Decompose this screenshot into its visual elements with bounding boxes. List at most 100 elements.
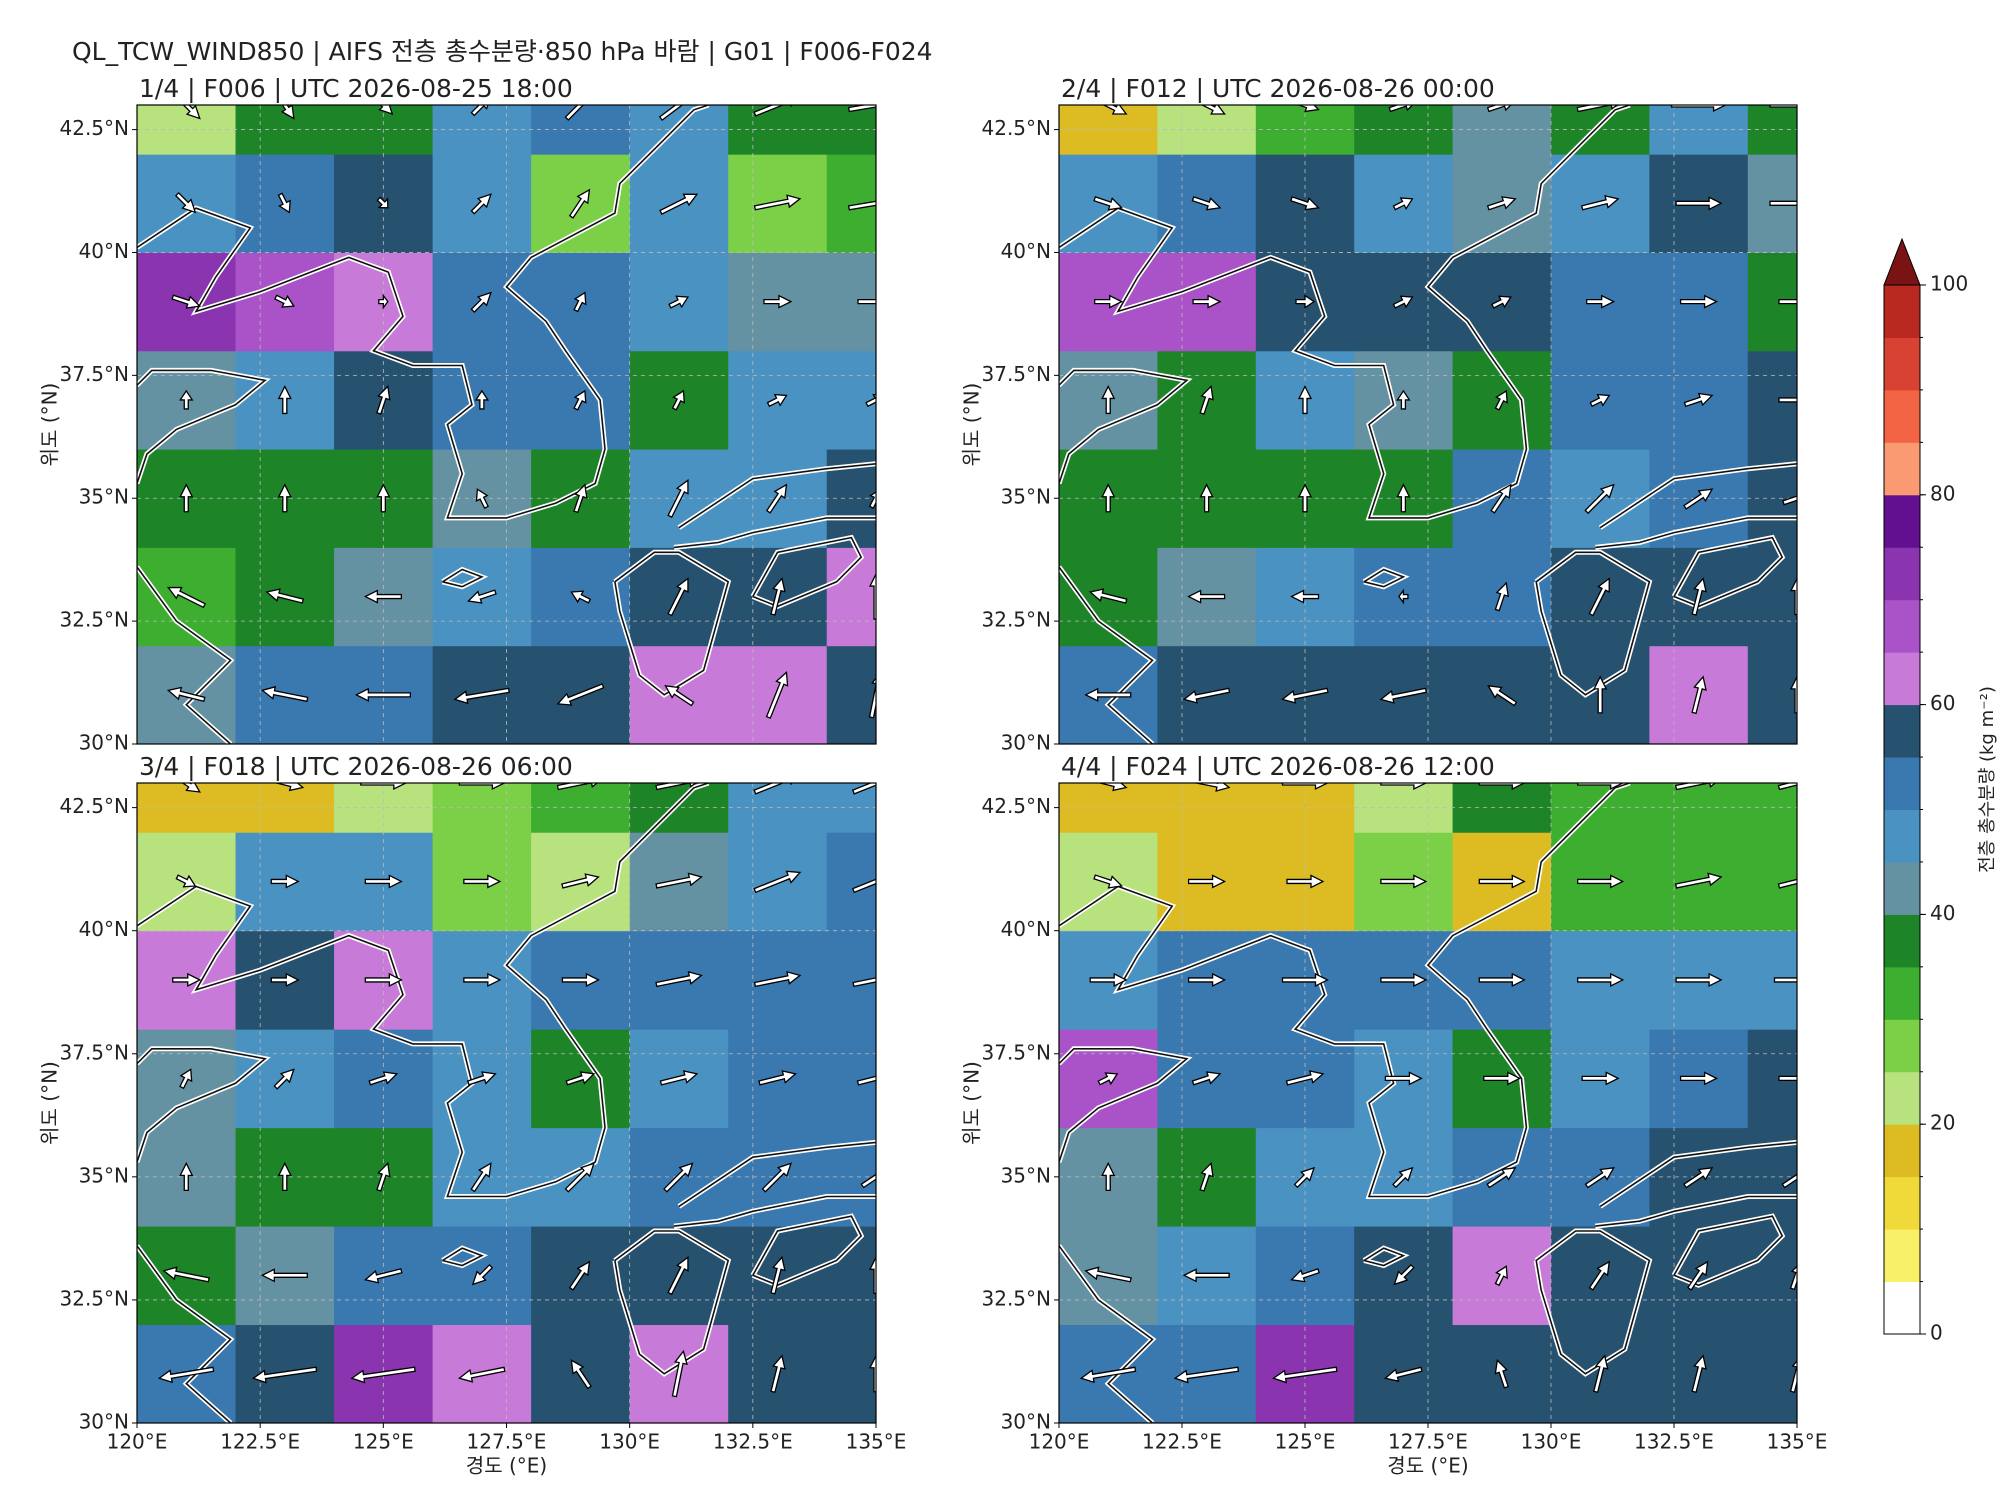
wind-arrow bbox=[170, 105, 201, 120]
wind-arrow bbox=[1187, 874, 1227, 889]
wind-arrow bbox=[1683, 488, 1714, 510]
wind-arrow bbox=[1494, 1265, 1508, 1287]
wind-arrow bbox=[265, 588, 305, 604]
wind-arrow bbox=[360, 783, 408, 791]
coastline bbox=[1599, 463, 1797, 529]
wind-arrow bbox=[1491, 295, 1512, 309]
wind-arrow bbox=[1187, 589, 1226, 604]
colorbar-segment bbox=[1884, 914, 1920, 968]
wind-arrow bbox=[1182, 1268, 1230, 1283]
x-tick-label: 122.5°E bbox=[1142, 1430, 1222, 1454]
wind-arrow bbox=[868, 572, 876, 620]
wind-arrow bbox=[1094, 294, 1124, 309]
wind-arrow bbox=[251, 1366, 318, 1384]
wind-arrow bbox=[1683, 392, 1714, 408]
y-axis-label: 위도 (°N) bbox=[38, 1061, 62, 1145]
wind-arrow bbox=[573, 389, 587, 411]
wind-arrow bbox=[753, 194, 802, 211]
wind-arrow bbox=[1380, 783, 1428, 791]
wind-arrow bbox=[1398, 588, 1409, 605]
wind-arrow bbox=[466, 1071, 497, 1086]
wind-arrow bbox=[376, 483, 391, 513]
wind-arrow bbox=[1478, 783, 1526, 791]
wind-arrow bbox=[1577, 972, 1625, 987]
wind-arrow bbox=[565, 1071, 596, 1086]
wind-arrow bbox=[1089, 972, 1128, 987]
wind-arrow bbox=[857, 298, 876, 305]
y-axis-label: 위도 (°N) bbox=[960, 383, 984, 467]
wind-arrow bbox=[1396, 483, 1411, 513]
wind-arrow bbox=[1396, 389, 1411, 410]
wind-arrow bbox=[260, 1268, 308, 1283]
wind-arrow bbox=[1679, 294, 1719, 309]
wind-arrow bbox=[1687, 1260, 1709, 1291]
map-panel bbox=[137, 783, 876, 1423]
wind-arrow bbox=[1778, 298, 1797, 305]
wind-arrow bbox=[1392, 197, 1414, 211]
wind-arrow bbox=[561, 873, 600, 889]
wind-arrow bbox=[655, 970, 703, 988]
y-tick-label: 30°N bbox=[79, 1410, 129, 1434]
wind-arrow bbox=[458, 783, 506, 791]
coastline bbox=[1535, 551, 1651, 696]
wind-arrow bbox=[770, 1354, 786, 1394]
panel-title: 2/4 | F012 | UTC 2026-08-26 00:00 bbox=[1061, 74, 1495, 103]
map-panel bbox=[1059, 105, 1797, 744]
wind-arrow bbox=[570, 1359, 592, 1390]
colorbar-segment bbox=[1884, 337, 1920, 391]
wind-arrow bbox=[556, 683, 605, 706]
x-tick-label: 122.5°E bbox=[220, 1430, 300, 1454]
coastline bbox=[1059, 783, 1630, 1198]
tcw-cell bbox=[826, 1324, 876, 1423]
wind-arrow bbox=[172, 972, 202, 987]
wind-arrow bbox=[1084, 687, 1132, 702]
panel-title: 4/4 | F024 | UTC 2026-08-26 12:00 bbox=[1061, 752, 1495, 781]
wind-arrow bbox=[1588, 1260, 1611, 1291]
y-tick-label: 30°N bbox=[1001, 1410, 1051, 1434]
wind-arrow bbox=[1674, 783, 1723, 791]
y-tick-label: 37.5°N bbox=[982, 362, 1052, 386]
wind-arrow bbox=[364, 972, 403, 987]
coastline bbox=[614, 551, 730, 696]
wind-arrow bbox=[179, 1068, 193, 1090]
wind-arrow bbox=[671, 1349, 688, 1398]
wind-arrow bbox=[1281, 783, 1329, 791]
wind-arrow bbox=[1272, 1366, 1338, 1384]
wind-arrow bbox=[1777, 783, 1797, 791]
wind-arrow bbox=[1093, 196, 1124, 211]
wind-arrow bbox=[1101, 384, 1116, 415]
wind-arrow bbox=[761, 1162, 792, 1193]
wind-arrow bbox=[1383, 1366, 1423, 1383]
colorbar-segment bbox=[1884, 704, 1920, 758]
x-tick-label: 125°E bbox=[353, 1430, 414, 1454]
y-tick-label: 37.5°N bbox=[60, 362, 130, 386]
x-tick-label: 132.5°E bbox=[713, 1430, 793, 1454]
colorbar-segment bbox=[1884, 389, 1920, 443]
wind-arrow bbox=[1199, 483, 1214, 513]
wind-arrow bbox=[1675, 972, 1723, 987]
colorbar-segment bbox=[1884, 1071, 1920, 1125]
wind-arrow bbox=[1778, 397, 1797, 403]
wind-arrow bbox=[667, 478, 689, 518]
wind-arrow bbox=[770, 577, 786, 616]
wind-arrow bbox=[573, 483, 588, 514]
wind-arrow bbox=[1691, 1354, 1707, 1394]
wind-arrow bbox=[668, 295, 690, 309]
wind-arrow bbox=[1486, 1167, 1517, 1189]
wind-arrow bbox=[274, 294, 295, 308]
coastline bbox=[137, 566, 232, 744]
coastline bbox=[1673, 1215, 1784, 1287]
wind-arrow bbox=[1192, 294, 1222, 309]
coastline bbox=[1059, 369, 1189, 484]
wind-arrow bbox=[1588, 577, 1610, 617]
colorbar-tick-label: 0 bbox=[1930, 1321, 1943, 1345]
wind-arrow bbox=[1079, 1366, 1137, 1384]
x-tick-label: 120°E bbox=[1029, 1430, 1090, 1454]
wind-arrow bbox=[1576, 105, 1625, 113]
wind-arrow bbox=[1297, 384, 1313, 415]
wind-arrow bbox=[378, 293, 389, 310]
wind-arrow bbox=[474, 389, 490, 410]
wind-arrow bbox=[1789, 675, 1797, 714]
wind-arrow bbox=[364, 874, 403, 889]
wind-arrow bbox=[561, 972, 600, 987]
